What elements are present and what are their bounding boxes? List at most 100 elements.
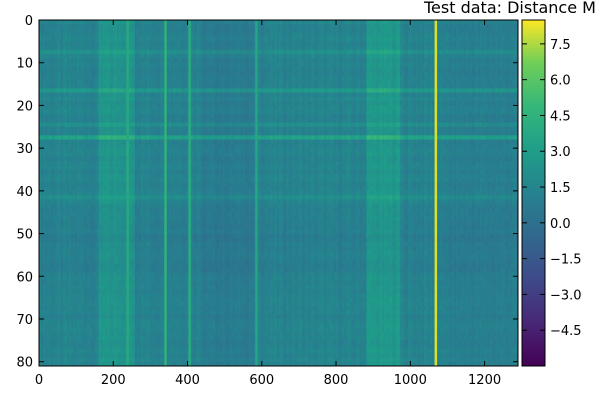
heatmap-cell bbox=[186, 75, 190, 81]
heatmap-cell bbox=[318, 88, 321, 94]
heatmap-cell bbox=[304, 49, 307, 55]
heatmap-cell bbox=[498, 75, 501, 81]
heatmap-cell bbox=[456, 54, 459, 59]
heatmap-cell bbox=[300, 49, 303, 55]
heatmap-cell bbox=[226, 20, 230, 25]
heatmap-cell bbox=[312, 84, 315, 89]
heatmap-cell bbox=[334, 45, 337, 51]
heatmap-cell bbox=[134, 24, 138, 29]
heatmap-cell bbox=[310, 84, 313, 89]
heatmap-cell bbox=[110, 20, 114, 25]
heatmap-cell bbox=[218, 66, 222, 72]
heatmap-cell bbox=[330, 66, 333, 72]
heatmap-cell bbox=[150, 28, 154, 34]
heatmap-cell bbox=[446, 66, 449, 72]
heatmap-cell bbox=[304, 88, 307, 94]
heatmap-cell bbox=[346, 54, 349, 59]
heatmap-cell bbox=[72, 37, 76, 42]
heatmap-cell bbox=[148, 32, 152, 38]
heatmap-cell bbox=[152, 32, 156, 38]
heatmap-cell bbox=[64, 71, 68, 76]
heatmap-cell bbox=[176, 62, 180, 68]
heatmap-cell bbox=[270, 88, 273, 94]
heatmap-cell bbox=[426, 41, 429, 47]
heatmap-cell bbox=[502, 62, 505, 68]
heatmap-cell bbox=[506, 54, 509, 59]
heatmap-cell bbox=[488, 54, 491, 59]
heatmap-cell bbox=[350, 49, 353, 55]
heatmap-cell bbox=[412, 66, 415, 72]
heatmap-cell bbox=[268, 37, 271, 42]
heatmap-cell bbox=[348, 20, 351, 25]
heatmap-cell bbox=[60, 32, 64, 38]
heatmap-cell bbox=[108, 37, 112, 42]
heatmap-cell bbox=[408, 62, 411, 68]
heatmap-cell bbox=[114, 62, 118, 68]
heatmap-cell bbox=[320, 54, 323, 59]
heatmap-cell bbox=[514, 32, 517, 38]
heatmap-cell bbox=[112, 41, 116, 47]
heatmap-cell bbox=[296, 66, 299, 72]
heatmap-cell bbox=[220, 88, 224, 94]
heatmap-cell bbox=[60, 79, 64, 85]
heatmap-cell bbox=[128, 37, 132, 42]
heatmap-cell bbox=[50, 71, 54, 76]
heatmap-cell bbox=[416, 37, 419, 42]
heatmap-cell bbox=[506, 28, 509, 34]
heatmap-cell bbox=[424, 41, 427, 47]
heatmap-cell bbox=[60, 71, 64, 76]
heatmap-cell bbox=[462, 28, 465, 34]
heatmap-cell bbox=[450, 88, 453, 94]
heatmap-cell bbox=[318, 32, 321, 38]
heatmap-cell bbox=[104, 79, 108, 85]
heatmap-cell bbox=[190, 54, 194, 59]
heatmap-cell bbox=[216, 32, 220, 38]
heatmap-cell bbox=[516, 88, 519, 94]
heatmap-cell bbox=[256, 66, 259, 72]
heatmap-cell bbox=[338, 49, 341, 55]
heatmap-cell bbox=[504, 71, 507, 76]
heatmap-cell bbox=[108, 71, 112, 76]
heatmap-cell bbox=[138, 79, 142, 85]
heatmap-cell bbox=[88, 66, 92, 72]
heatmap-cell bbox=[218, 62, 222, 68]
heatmap-cell bbox=[96, 84, 100, 89]
heatmap-cell bbox=[70, 84, 74, 89]
heatmap-cell bbox=[178, 62, 182, 68]
heatmap-cell bbox=[342, 54, 345, 59]
heatmap-cell bbox=[78, 66, 82, 72]
heatmap-cell bbox=[324, 20, 327, 25]
heatmap-cell bbox=[82, 84, 86, 89]
heatmap-cell bbox=[504, 32, 507, 38]
heatmap-cell bbox=[162, 66, 166, 72]
heatmap-cell bbox=[388, 62, 391, 68]
heatmap-cell bbox=[116, 66, 120, 72]
heatmap-cell bbox=[70, 75, 74, 81]
heatmap-cell bbox=[108, 49, 112, 55]
heatmap-cell bbox=[288, 32, 291, 38]
heatmap-cell bbox=[234, 66, 237, 72]
heatmap-cell bbox=[458, 84, 461, 89]
heatmap-cell bbox=[382, 24, 385, 29]
heatmap-cell bbox=[158, 37, 162, 42]
heatmap-cell bbox=[400, 20, 403, 25]
heatmap-cell bbox=[362, 24, 365, 29]
heatmap-cell bbox=[478, 37, 481, 42]
heatmap-cell bbox=[326, 49, 329, 55]
heatmap-cell bbox=[134, 62, 138, 68]
heatmap-cell bbox=[192, 54, 196, 59]
heatmap-cell bbox=[39, 37, 42, 42]
heatmap-cell bbox=[190, 41, 194, 47]
heatmap-cell bbox=[388, 20, 391, 25]
heatmap-cell bbox=[342, 66, 345, 72]
heatmap-cell bbox=[302, 41, 305, 47]
heatmap-cell bbox=[478, 54, 481, 59]
heatmap-cell bbox=[68, 28, 72, 34]
heatmap-cell bbox=[106, 32, 110, 38]
heatmap-cell bbox=[190, 28, 194, 34]
heatmap-cell bbox=[396, 45, 399, 51]
heatmap-cell bbox=[466, 37, 469, 42]
heatmap-cell bbox=[244, 84, 247, 89]
heatmap-cell bbox=[100, 66, 104, 72]
heatmap-cell bbox=[270, 79, 273, 85]
